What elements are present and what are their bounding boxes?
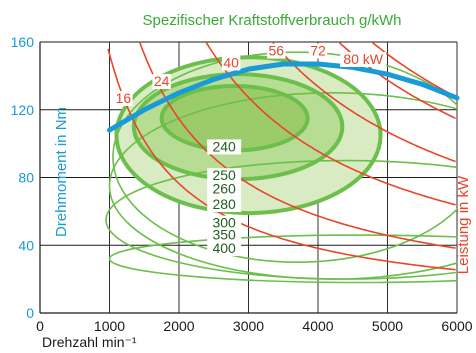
bsfc-label-bg bbox=[207, 227, 242, 243]
power-line-80 bbox=[370, 42, 456, 98]
x-tick-label: 5000 bbox=[372, 318, 403, 334]
bsfc-label: 240 bbox=[212, 138, 236, 154]
axes bbox=[39, 42, 457, 314]
power-line-24 bbox=[138, 42, 456, 249]
y-axis-label: Drehmoment in Nm bbox=[53, 107, 70, 237]
power-label-bg bbox=[114, 90, 133, 106]
bsfc-label-bg bbox=[207, 215, 242, 231]
bsfc-contour-350 bbox=[105, 159, 457, 280]
x-tick-label: 6000 bbox=[441, 318, 472, 334]
power-label-bg bbox=[152, 74, 171, 90]
power-lines bbox=[107, 42, 456, 271]
tick-labels: 0 1000 2000 3000 4000 5000 6000 0 40 80 120 160 bbox=[11, 34, 473, 334]
bsfc-label-bg bbox=[207, 241, 242, 257]
chart-title: Spezifischer Kraftstoffverbrauch g/kWh bbox=[143, 12, 402, 29]
bsfc-label: 400 bbox=[212, 240, 236, 256]
power-label: 72 bbox=[310, 43, 326, 59]
bsfc-label: 350 bbox=[212, 226, 236, 242]
bsfc-label-bg bbox=[207, 181, 242, 197]
bsfc-label: 280 bbox=[212, 196, 236, 212]
y-tick-label: 120 bbox=[11, 102, 35, 118]
y-tick-label: 0 bbox=[26, 305, 34, 321]
bsfc-fill-240 bbox=[161, 86, 308, 151]
power-label: 56 bbox=[269, 43, 285, 59]
power-label: 24 bbox=[154, 73, 170, 89]
bsfc-label-bg bbox=[207, 196, 242, 212]
x-tick-label: 4000 bbox=[302, 318, 333, 334]
x-tick-label: 0 bbox=[36, 318, 44, 334]
full-load-line bbox=[107, 61, 460, 133]
power-label-bg bbox=[267, 43, 286, 59]
bsfc-label: 250 bbox=[212, 167, 236, 183]
power-label-bg bbox=[340, 52, 387, 68]
x-axis-label: Drehzahl min⁻¹ bbox=[42, 334, 137, 350]
bsfc-label-bg bbox=[207, 168, 242, 184]
power-label: 16 bbox=[116, 90, 132, 106]
y-tick-label: 160 bbox=[11, 34, 35, 50]
y-tick-label: 80 bbox=[18, 170, 34, 186]
power-line-16 bbox=[107, 48, 456, 271]
bsfc-label: 260 bbox=[212, 181, 236, 197]
full-load-curve bbox=[107, 61, 460, 133]
x-tick-label: 2000 bbox=[163, 318, 194, 334]
bsfc-label-bg bbox=[207, 139, 242, 155]
bsfc-contour-400 bbox=[108, 234, 457, 284]
power-label-bg bbox=[221, 55, 241, 71]
y2-axis-label: Leistung in kW bbox=[455, 175, 472, 274]
power-line-56 bbox=[271, 42, 456, 163]
power-label: 40 bbox=[223, 54, 239, 70]
bsfc-contour-280 bbox=[112, 51, 457, 263]
bsfc-label: 300 bbox=[212, 215, 236, 231]
x-tick-label: 3000 bbox=[233, 318, 264, 334]
power-line-40 bbox=[204, 42, 456, 206]
power-label-bg bbox=[308, 43, 328, 59]
x-tick-label: 1000 bbox=[94, 318, 125, 334]
power-label: 80 kW bbox=[343, 51, 383, 67]
y-tick-label: 40 bbox=[18, 237, 34, 253]
